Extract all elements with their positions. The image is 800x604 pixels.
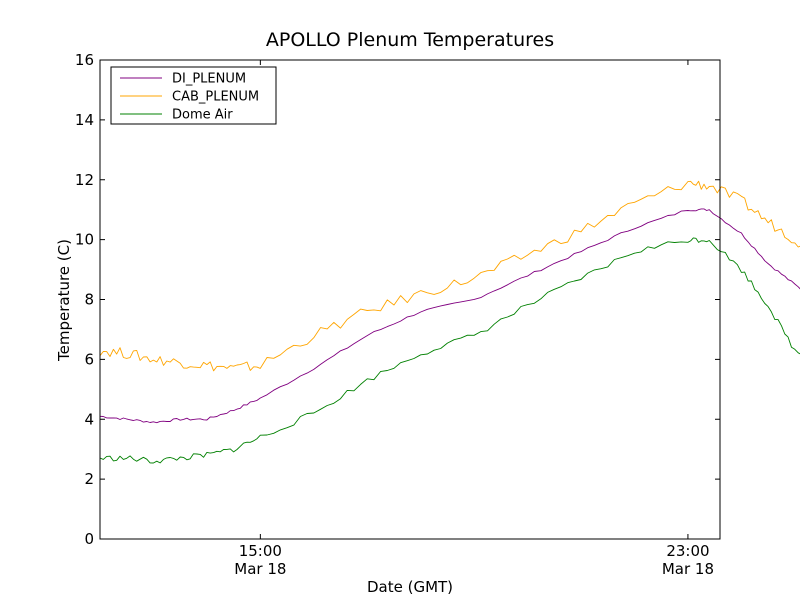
- y-tick-label: 14: [75, 111, 94, 129]
- plot-area: [99, 180, 800, 464]
- legend-label: CAB_PLENUM: [172, 90, 259, 105]
- y-tick-label: 8: [84, 291, 94, 309]
- series-line-cab-plenum: [99, 180, 800, 372]
- y-tick-label: 6: [84, 350, 94, 368]
- series-line-di-plenum: [99, 208, 800, 424]
- y-tick-label: 4: [84, 410, 94, 428]
- y-tick-label: 12: [75, 171, 94, 189]
- x-axis-label: Date (GMT): [367, 578, 453, 596]
- x-tick-label-date: Mar 18: [662, 560, 714, 578]
- x-tick-label-date: Mar 18: [234, 560, 286, 578]
- y-tick-label: 10: [75, 231, 94, 249]
- legend-label: DI_PLENUM: [172, 72, 246, 87]
- y-tick-label: 0: [84, 530, 94, 548]
- y-tick-label: 2: [84, 470, 94, 488]
- x-tick-label-time: 15:00: [239, 542, 282, 560]
- series-line-dome-air: [99, 237, 800, 464]
- y-axis-label: Temperature (C): [55, 239, 73, 362]
- y-tick-label: 16: [75, 51, 94, 69]
- x-tick-label-time: 23:00: [666, 542, 709, 560]
- legend: DI_PLENUM CAB_PLENUM Dome Air: [110, 66, 277, 125]
- legend-label: Dome Air: [172, 108, 233, 123]
- chart-title: APOLLO Plenum Temperatures: [266, 29, 554, 51]
